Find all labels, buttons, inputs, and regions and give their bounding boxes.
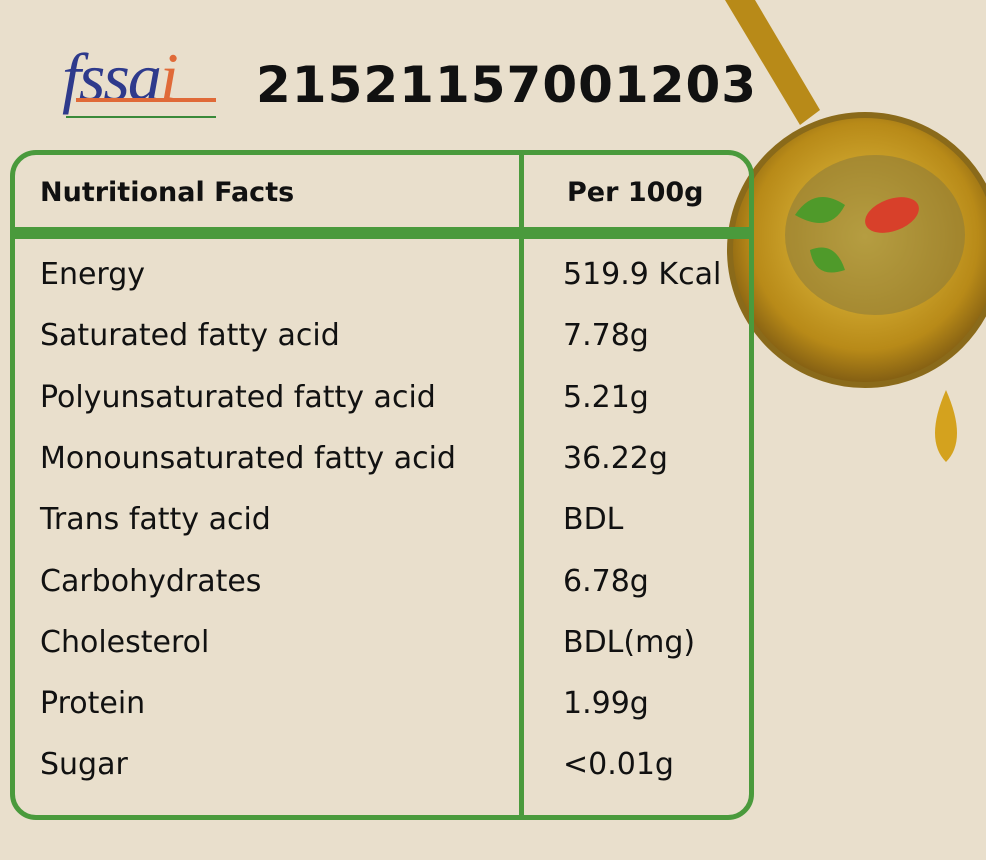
nutrient-name: Trans fatty acid [40,502,271,538]
table-row: Trans fatty acid BDL [15,502,749,542]
nutrient-value: 36.22g [563,440,668,476]
table-row: Sugar <0.01g [15,747,749,787]
fssai-logo: fssai [62,38,227,128]
nutrient-name: Carbohydrates [40,563,262,599]
nutrient-value: 5.21g [563,379,649,415]
nutrient-value: 1.99g [563,686,649,722]
nutrient-value: 6.78g [563,563,649,599]
table-row: Saturated fatty acid 7.78g [15,318,749,358]
nutrient-value: BDL(mg) [563,624,696,660]
table-row: Carbohydrates 6.78g [15,564,749,604]
table-row: Energy 519.9 Kcal [15,257,749,297]
nutrient-name: Monounsaturated fatty acid [40,440,456,476]
nutrient-value: <0.01g [563,747,674,783]
table-row: Monounsaturated fatty acid 36.22g [15,441,749,481]
nutrient-name: Energy [40,257,146,292]
license-number: 21521157001203 [256,56,758,114]
nutrient-name: Sugar [40,747,128,783]
nutrient-value: 7.78g [563,318,649,354]
table-row: Polyunsaturated fatty acid 5.21g [15,380,749,420]
nutrient-name: Cholesterol [40,624,210,660]
nutrient-name: Protein [40,686,146,722]
oil-spoon-image [725,0,986,462]
column-divider [519,155,524,815]
nutrient-name: Saturated fatty acid [40,318,340,354]
nutrient-name: Polyunsaturated fatty acid [40,379,436,415]
table-row: Cholesterol BDL(mg) [15,625,749,665]
nutrition-table: Nutritional Facts Per 100g Energy 519.9 K… [10,150,754,820]
header-divider [15,227,749,239]
nutrient-value: 519.9 Kcal [563,257,722,292]
nutrient-value: BDL [563,502,624,538]
header-amount: Per 100g [567,177,704,208]
header-nutrient: Nutritional Facts [40,177,295,208]
table-row: Protein 1.99g [15,686,749,726]
